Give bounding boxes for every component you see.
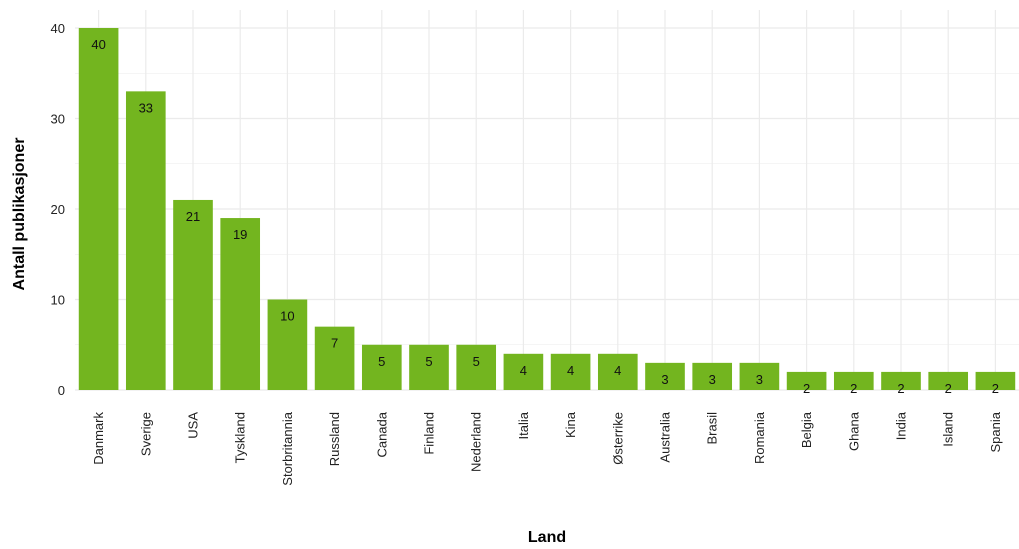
- data-label: 5: [425, 354, 432, 369]
- bar: [409, 344, 449, 390]
- x-tick-label: Storbritannia: [280, 411, 295, 485]
- x-tick-label: Belgia: [799, 411, 814, 448]
- x-tick-label: Danmark: [91, 412, 106, 465]
- x-tick-label: Nederland: [469, 412, 484, 472]
- bar: [503, 353, 544, 390]
- x-axis-ticks: Danmark Sverige USA Tyskland Storbritannia Ru…: [91, 411, 1003, 485]
- bar: [267, 299, 308, 390]
- data-label: 10: [280, 309, 294, 324]
- y-axis-ticks: 0 10 20 30 40: [51, 21, 65, 398]
- data-label: 4: [567, 363, 574, 378]
- x-tick-label: Tyskland: [233, 412, 248, 463]
- x-tick-label: Canada: [374, 411, 389, 457]
- data-label: 5: [378, 354, 385, 369]
- data-label: 2: [897, 381, 904, 396]
- x-tick-label: Russland: [327, 412, 342, 466]
- bar: [125, 91, 166, 390]
- bar: [833, 371, 874, 390]
- bar: [597, 353, 638, 390]
- bars: [78, 28, 1016, 390]
- bar: [928, 371, 969, 390]
- bar: [456, 344, 497, 390]
- data-label: 3: [661, 372, 668, 387]
- bar: [975, 371, 1016, 390]
- bar: [739, 362, 780, 390]
- y-tick-label: 20: [51, 202, 65, 217]
- y-tick-label: 0: [58, 383, 65, 398]
- x-tick-label: Sverige: [138, 412, 153, 456]
- data-label: 5: [473, 354, 480, 369]
- y-tick-label: 30: [51, 112, 65, 127]
- x-tick-label: Ghana: [846, 411, 861, 451]
- data-label: 2: [992, 381, 999, 396]
- x-tick-label: Spania: [988, 411, 1003, 452]
- data-label: 2: [850, 381, 857, 396]
- bar: [220, 218, 261, 390]
- x-tick-label: Island: [941, 412, 956, 447]
- x-axis-title: Land: [528, 529, 566, 546]
- x-tick-label: Finland: [422, 412, 437, 455]
- bar: [645, 362, 685, 390]
- data-label: 33: [139, 100, 153, 115]
- y-tick-label: 40: [51, 21, 65, 36]
- bar: [881, 371, 921, 390]
- grid-lines: [75, 10, 1019, 391]
- data-label: 7: [331, 336, 338, 351]
- x-tick-label: Østerrike: [610, 412, 625, 465]
- x-tick-label: Kina: [563, 411, 578, 438]
- bar: [314, 326, 355, 390]
- data-label: 4: [614, 363, 621, 378]
- data-label: 3: [756, 372, 763, 387]
- data-label: 2: [803, 381, 810, 396]
- bar: [550, 353, 591, 390]
- y-tick-label: 10: [51, 293, 65, 308]
- y-axis-title: Antall publikasjoner: [11, 138, 28, 291]
- x-tick-label: USA: [186, 412, 201, 439]
- x-tick-label: Brasil: [705, 412, 720, 445]
- x-tick-label: Australia: [658, 411, 673, 462]
- x-tick-label: India: [894, 411, 909, 440]
- bar: [173, 199, 213, 390]
- bar: [361, 344, 402, 390]
- data-label: 21: [186, 209, 200, 224]
- data-label: 4: [520, 363, 527, 378]
- data-label: 19: [233, 227, 247, 242]
- data-label: 40: [91, 37, 105, 52]
- bar: [786, 371, 827, 390]
- data-label: 2: [945, 381, 952, 396]
- x-tick-label: Italia: [516, 411, 531, 439]
- bar: [692, 362, 733, 390]
- bar: [78, 28, 119, 390]
- data-label: 3: [709, 372, 716, 387]
- x-tick-label: Romania: [752, 411, 767, 464]
